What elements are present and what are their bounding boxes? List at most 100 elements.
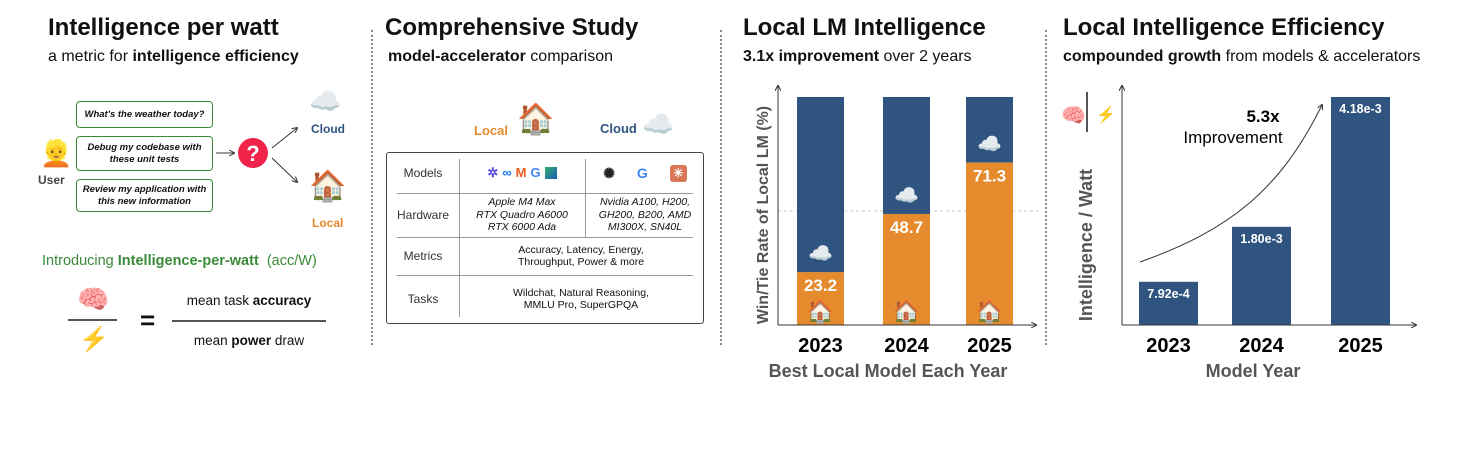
subtitle-text: comparison [525,48,613,65]
panel3-title: Local LM Intelligence [743,14,986,41]
mistral-logo-icon: M [515,164,527,180]
row-header-models: Models [403,165,443,180]
bar-cloud-2024 [883,97,930,214]
bar-local-2025 [966,162,1013,325]
intro-post: (acc/W) [258,253,317,269]
bar-local-2023 [797,272,844,325]
column-divider [459,159,460,317]
data-label: 48.7 [890,218,923,237]
brain-icon: 🧠 [77,284,110,314]
cloud-icon: ☁️ [894,185,919,207]
subtitle-bold: 3.1x improvement [743,48,880,65]
intro-bold: Intelligence-per-watt [117,253,259,269]
x-tick-label: 2023 [1146,335,1191,357]
house-icon: 🏠 [976,299,1003,324]
panel2-title: Comprehensive Study [385,14,639,41]
anthropic-logo-icon: ✳ [669,164,687,182]
column-divider [585,159,586,237]
annotation-multiplier: 5.3x [1246,107,1280,126]
arrow-to-cloud [271,128,297,149]
panel1-title: Intelligence per watt [48,14,279,41]
subtitle-bold: intelligence efficiency [132,48,299,65]
house-icon: 🏠 [807,299,834,324]
row-divider [397,275,693,276]
cloud-models-logos: ✺ G ✳ [585,153,705,193]
subtitle-text: from models & accelerators [1221,48,1421,65]
row-divider [397,193,693,194]
x-axis-label: Model Year [1206,361,1301,380]
cloud-icon: ☁️ [808,243,833,265]
bar-2024 [1232,226,1291,325]
panel-divider [720,30,722,345]
bar-2025 [1331,97,1390,325]
local-label: Local [312,216,344,230]
x-tick-label: 2024 [884,335,929,357]
numerator-bold: accuracy [252,293,312,308]
question-icon [238,138,268,168]
subtitle-bold: model-accelerator [388,48,526,65]
bar-cloud-2025 [966,97,1013,163]
user-icon: 👱 [40,138,73,168]
row-divider [397,237,693,238]
subtitle-text: a metric for [48,48,133,65]
house-icon: 🏠 [893,299,920,324]
qwen-logo-icon: ✲ [487,164,499,180]
bar-local-2024 [883,213,930,325]
x-tick-label: 2025 [967,335,1012,357]
arrow-to-local [271,157,297,182]
denominator-pre: mean [193,333,232,348]
data-label: 7.92e-4 [1147,287,1189,301]
intelligence-per-watt-chart: 7.92e-4 2023 1.80e-3 2024 4.18e-3 2025 5.3x Imp… [1076,80,1480,380]
user-label: User [38,173,65,187]
denominator-bold: power [231,333,272,348]
fraction-line [1086,92,1088,132]
meta-logo-icon: ∞ [502,164,512,180]
brain-icon: 🧠 [1061,105,1086,127]
x-tick-label: 2023 [798,335,843,357]
panel1-subtitle: a metric for intelligence efficiency [48,48,299,66]
lightning-icon: ⚡ [79,326,109,353]
cloud-icon: ☁️ [309,86,342,116]
router-diagram: ? [216,90,350,210]
hardware-local: Apple M4 Max RTX Quadro A6000 RTX 6000 A… [476,196,568,234]
tasks-value: Wildchat, Natural Reasoning, MMLU Pro, S… [513,286,649,312]
row-header-hardware: Hardware [396,207,450,222]
openai-logo-icon: ✺ [603,164,615,181]
granite-logo-icon [544,167,557,179]
lightning-icon: ⚡ [1096,107,1116,124]
bar-cloud-2023 [797,97,844,273]
row-header-tasks: Tasks [407,291,439,306]
local-label: Local [474,123,508,138]
fraction-line [68,319,117,321]
house-icon: 🏠 [517,103,555,136]
intro-text: Introducing Intelligence-per-watt (acc/W… [42,253,317,269]
question-mark: ? [246,141,259,166]
panel-divider [1045,30,1047,345]
subtitle-text: over 2 years [879,48,972,65]
cloud-icon: ☁️ [977,133,1002,155]
data-label: 1.80e-3 [1240,232,1282,246]
x-tick-label: 2024 [1239,335,1284,357]
fraction-line [172,320,326,322]
cloud-label: Cloud [311,122,345,136]
numerator-pre: mean task [186,293,253,308]
google-logo-icon: G [636,164,648,181]
cloud-icon: ☁️ [642,109,675,139]
panel4-subtitle: compounded growth from models & accelera… [1063,48,1420,66]
house-icon: 🏠 [309,170,347,203]
local-models-logos: ✲ ∞ M G [459,153,585,193]
data-label: 23.2 [804,276,837,295]
win-rate-chart: 23.2 ☁️ 🏠 2023 48.7 ☁️ 🏠 2024 71.3 ☁️ 🏠 2025 Best Lo… [755,80,1040,380]
growth-arrow [1139,105,1322,263]
y-axis-label: Intelligence / Watt [1076,169,1096,321]
google-logo-icon: G [530,164,541,180]
x-axis-label: Best Local Model Each Year [769,361,1008,380]
y-axis-label: Win/Tie Rate of Local LM (%) [755,106,772,324]
hardware-cloud: Nvidia A100, H200, GH200, B200, AMD MI30… [598,196,692,234]
numerator: mean task accuracy [172,293,326,308]
denominator: mean power draw [172,333,326,348]
prompt-box: What's the weather today? [76,101,213,128]
prompt-box: Debug my codebase with these unit tests [76,136,213,171]
study-table: Models Hardware Metrics Tasks ✲ ∞ M G ✺ … [386,152,704,324]
data-label: 4.18e-3 [1339,102,1381,116]
